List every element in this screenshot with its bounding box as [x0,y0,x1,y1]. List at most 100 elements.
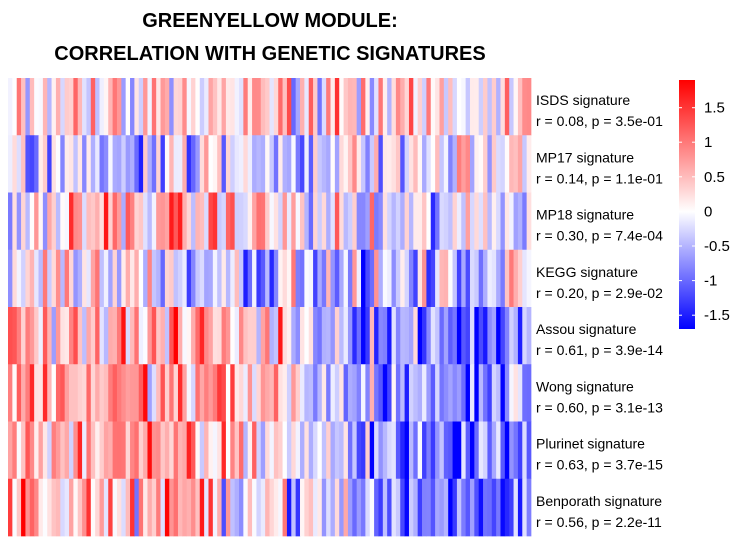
heatmap-cell [443,364,449,422]
heatmap-cell [125,364,131,422]
heatmap-cell [387,192,392,251]
heatmap-cell [465,192,471,251]
heatmap-cell [234,78,240,136]
heatmap-cell [496,307,501,365]
heatmap-cell [265,421,270,480]
heatmap-cell [186,78,192,136]
heatmap-cell [212,478,218,537]
heatmap-cell [448,249,453,308]
heatmap-cell [487,192,493,251]
heatmap-cell [286,307,292,365]
heatmap-cell [130,307,135,365]
heatmap-cell [125,192,131,251]
heatmap-cell [361,135,366,193]
heatmap-cell [295,478,301,537]
heatmap-cell [199,364,205,422]
heatmap-cell [330,478,336,537]
heatmap-cell [238,421,244,480]
heatmap-cell [374,364,379,422]
heatmap-cell [47,135,52,193]
color-scale-tick-label: 0.5 [704,169,725,186]
heatmap-cell [326,478,331,537]
heatmap-cell [339,249,344,308]
heatmap-cell [191,364,196,422]
row-label-stat: r = 0.56, p = 2.2e-11 [536,514,662,530]
heatmap-cell [64,478,70,537]
heatmap-cell [448,192,453,251]
heatmap-cell [69,478,74,537]
heatmap-cell [243,421,249,480]
heatmap-cell [378,421,384,480]
heatmap-cell [326,364,331,422]
heatmap-cell [125,78,131,136]
row-label-name: KEGG signature [536,264,638,280]
heatmap-cell [334,249,340,308]
heatmap-cell [439,78,445,136]
heatmap-cell [82,78,87,136]
heatmap-cell [408,478,414,537]
heatmap-cell [278,364,283,422]
heatmap-cell [321,307,327,365]
heatmap-cell [212,192,218,251]
heatmap-cell [103,307,109,365]
heatmap-cell [478,78,484,136]
heatmap-cell [138,478,144,537]
heatmap-cell [304,478,310,537]
heatmap-cell [526,192,532,251]
heatmap-cell [300,307,305,365]
heatmap-cell [509,249,514,308]
heatmap-cell [12,478,18,537]
heatmap-cell [169,421,174,480]
heatmap-cell [173,478,179,537]
heatmap-cell [456,135,462,193]
heatmap-cell [182,78,188,136]
heatmap-cell [448,478,453,537]
heatmap-cell [430,421,436,480]
heatmap-cell [491,364,497,422]
heatmap-cell [90,135,96,193]
heatmap-cell [452,249,458,308]
heatmap-cell [143,478,148,537]
heatmap-cell [143,78,148,136]
heatmap-cell [173,421,179,480]
heatmap-cell [483,249,488,308]
heatmap-cell [38,78,44,136]
heatmap-cell [273,364,279,422]
heatmap-cell [286,135,292,193]
heatmap-cell [234,135,240,193]
heatmap-cell [413,192,419,251]
heatmap-cell [12,364,18,422]
heatmap-cell [365,364,371,422]
heatmap-cell [374,135,379,193]
heatmap-cell [273,249,279,308]
heatmap-cell [42,421,48,480]
heatmap-cell [29,421,35,480]
heatmap-cell [73,249,79,308]
heatmap-cell [478,478,484,537]
heatmap-cell [208,307,214,365]
heatmap-cell [260,135,266,193]
heatmap-cell [77,478,83,537]
heatmap-cell [29,364,35,422]
heatmap-cell [513,478,519,537]
heatmap-cell [143,249,148,308]
heatmap-cell [387,249,392,308]
heatmap-cell [186,421,192,480]
heatmap-cell [95,192,100,251]
heatmap-cell [147,364,153,422]
heatmap-cell [16,135,22,193]
heatmap-cell [195,249,201,308]
heatmap-cell [522,135,527,193]
heatmap-cell [439,135,445,193]
heatmap-cell [69,135,74,193]
heatmap-cell [400,364,405,422]
heatmap-cell [230,364,235,422]
heatmap-cell [365,249,371,308]
heatmap-cell [208,78,214,136]
heatmap-cell [308,78,314,136]
heatmap-cell [8,421,13,480]
heatmap-cell [34,78,39,136]
heatmap-cell [134,364,140,422]
heatmap-cell [343,78,349,136]
heatmap-cell [86,421,92,480]
